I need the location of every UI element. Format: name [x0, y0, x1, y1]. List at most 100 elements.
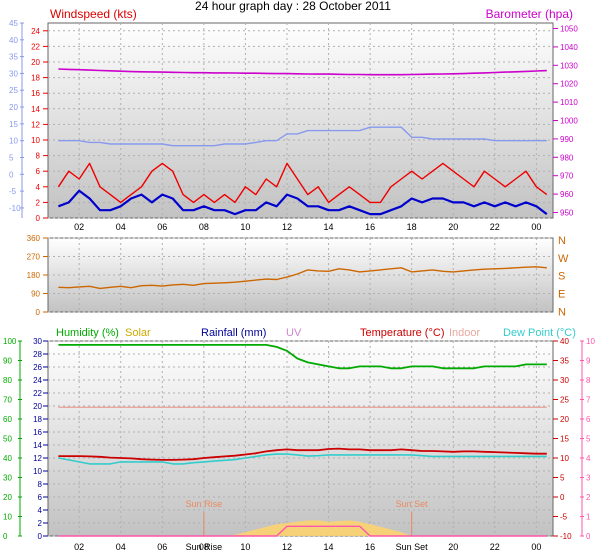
wind-x-ticks: 02 04 06 08 10 12 14 16 18 20 22 00: [74, 222, 541, 232]
dew_point-line: [58, 453, 547, 465]
uv-axis-label: 0: [586, 532, 591, 541]
rain-axis-label: 22: [33, 389, 42, 398]
humidity-axis-label: 60: [3, 415, 12, 424]
outer-axis-label: 5: [9, 153, 14, 162]
uv-line: [58, 525, 547, 537]
legend-item: Solar: [125, 327, 151, 339]
temp-axis-label: 0: [560, 493, 565, 502]
wind-axis-label: 18: [31, 74, 40, 83]
compass-label: W: [558, 253, 569, 265]
humidity-axis-label: 90: [3, 357, 12, 366]
direction-line: [58, 266, 547, 290]
direction-axis-label: 360: [27, 234, 41, 243]
barometer-axis-label: 1030: [560, 61, 578, 70]
rain-axis-label: 16: [33, 428, 42, 437]
barometer-axis-label: 950: [560, 208, 574, 217]
x-tick-label: 00: [531, 222, 541, 232]
direction-axis-label: 90: [31, 290, 40, 299]
uv-axis-label: 10: [586, 337, 595, 346]
x-tick-label: Sun Rise: [186, 542, 223, 552]
wind-axis-label: 20: [31, 58, 40, 67]
humidity-axis-label: 10: [3, 513, 12, 522]
x-tick-label: 08: [199, 542, 209, 552]
rain-axis-label: 6: [38, 493, 43, 502]
wind-axis-label: 14: [31, 105, 40, 114]
rain-axis-label: 12: [33, 454, 42, 463]
x-tick-label: 06: [157, 542, 167, 552]
barometer-line: [58, 68, 547, 76]
compass-label: S: [558, 271, 565, 283]
humidity-axes: 1009080706050403020100302826242220181614…: [3, 337, 595, 541]
barometer-axis-title: Barometer (hpa): [486, 7, 573, 21]
wind-axis-label: 8: [36, 152, 41, 161]
legend-item: Dew Point (°C): [503, 327, 576, 339]
uv-axis-label: 7: [586, 396, 591, 405]
rain-axis-label: 0: [38, 532, 43, 541]
humidity-axis-label: 0: [3, 532, 8, 541]
temp-axis-label: 25: [560, 396, 569, 405]
barometer-axis-label: 960: [560, 190, 574, 199]
x-tick-label: 22: [490, 222, 500, 232]
wind-axis-label: 4: [36, 183, 41, 192]
panel-humidity-temperature: Humidity (%) Solar Rainfall (mm) UV Temperat…: [3, 327, 595, 552]
outer-axis-label: -5: [9, 187, 17, 196]
barometer-axis-label: 990: [560, 135, 574, 144]
temp-axis-label: 20: [560, 415, 569, 424]
plot-area-humidity: [47, 340, 554, 537]
uv-axis-label: 3: [586, 474, 591, 483]
x-tick-label: 12: [282, 542, 292, 552]
legend-item: UV: [286, 327, 302, 339]
uv-axis-label: 5: [586, 435, 591, 444]
uv-axis-label: 6: [586, 415, 591, 424]
chart-title: 24 hour graph day : 28 October 2011: [195, 0, 391, 13]
temp-axis-label: 30: [560, 376, 569, 385]
rain-axis-label: 8: [38, 480, 43, 489]
x-tick-label: 00: [531, 542, 541, 552]
temp-axis-label: 35: [560, 357, 569, 366]
barometer-axis-label: 1010: [560, 98, 578, 107]
rain-axis-label: 10: [33, 467, 42, 476]
x-tick-label: 22: [490, 542, 500, 552]
outer-axis-label: 30: [9, 69, 18, 78]
wind-axis-label: 24: [31, 27, 40, 36]
x-tick-label: 10: [240, 542, 250, 552]
temp-axis-label: 10: [560, 454, 569, 463]
temp-axis-label: 15: [560, 435, 569, 444]
compass-label: N: [558, 235, 566, 247]
legend-item: Temperature (°C): [360, 327, 444, 339]
barometer-axis-label: 970: [560, 172, 574, 181]
x-tick-label: 14: [324, 542, 334, 552]
uv-axis-label: 9: [586, 357, 591, 366]
x-tick-label: 02: [74, 542, 84, 552]
wind-axis-label: 12: [31, 120, 40, 129]
x-tick-label: Sun Set: [396, 542, 429, 552]
outer-axis-label: 25: [9, 86, 18, 95]
avg_wind-line: [58, 189, 548, 216]
humidity-axis-label: 80: [3, 376, 12, 385]
uv-axis-label: 8: [586, 376, 591, 385]
x-tick-label: 20: [448, 222, 458, 232]
temp-axis-label: 40: [560, 337, 569, 346]
outer-axis-label: 40: [9, 36, 18, 45]
rain-axis-label: 14: [33, 441, 42, 450]
barometer-axis-label: 980: [560, 153, 574, 162]
uv-axis-label: 2: [586, 493, 591, 502]
humidity-axis-label: 30: [3, 474, 12, 483]
panel-wind-pressure: Windspeed (kts) Barometer (hpa) 02 04 06 08…: [9, 7, 578, 232]
legend-item: Rainfall (mm): [201, 327, 266, 339]
legend-item: Humidity (%): [56, 327, 119, 339]
x-tick-label: 20: [448, 542, 458, 552]
humidity-axis-label: 50: [3, 435, 12, 444]
temp-axis-label: -10: [560, 532, 572, 541]
sun-event-label: Sun Set: [396, 499, 429, 509]
x-tick-label: 10: [240, 222, 250, 232]
outer-temp-axis: 45 40 35 30 25 20 15 10 5 0 -5 -10: [9, 19, 24, 218]
wind-axis-label: 0: [36, 214, 41, 223]
outer-axis-label: 20: [9, 103, 18, 112]
wind-grid: [48, 23, 553, 219]
x-tick-label: 14: [324, 222, 334, 232]
outer-axis-label: 15: [9, 120, 18, 129]
humidity-line: [58, 343, 547, 370]
wind-line: [57, 162, 548, 204]
